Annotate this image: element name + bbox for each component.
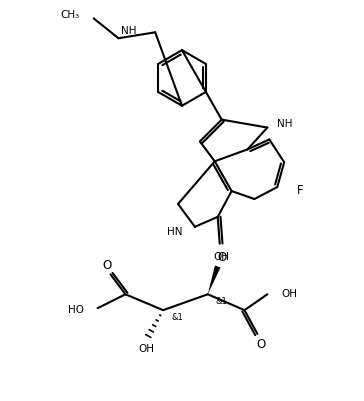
Text: F: F xyxy=(297,183,304,196)
Text: HN: HN xyxy=(167,226,183,236)
Text: CH₃: CH₃ xyxy=(60,10,80,20)
Text: NH: NH xyxy=(277,118,293,128)
Polygon shape xyxy=(208,266,221,295)
Text: OH: OH xyxy=(138,343,154,353)
Text: O: O xyxy=(257,338,266,350)
Text: NH: NH xyxy=(122,26,137,36)
Text: OH: OH xyxy=(281,289,297,298)
Text: OH: OH xyxy=(214,251,230,261)
Text: O: O xyxy=(102,258,111,271)
Text: &1: &1 xyxy=(216,296,228,305)
Text: HO: HO xyxy=(68,304,84,314)
Text: O: O xyxy=(217,251,226,263)
Text: &1: &1 xyxy=(171,312,183,321)
